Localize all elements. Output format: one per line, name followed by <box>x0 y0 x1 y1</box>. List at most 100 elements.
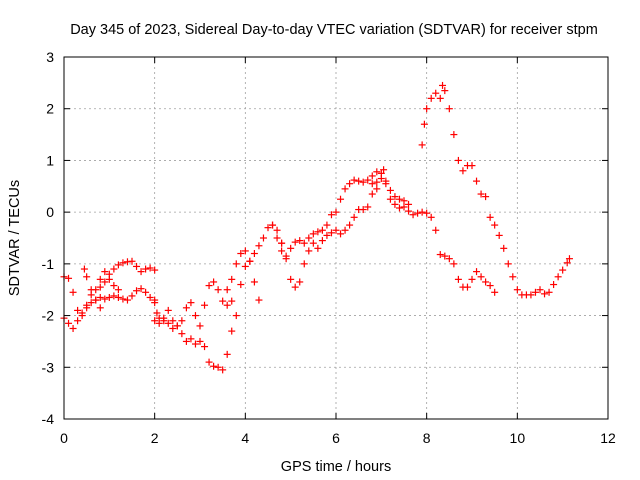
data-point <box>219 366 227 374</box>
data-point <box>269 221 277 229</box>
data-point <box>473 268 481 276</box>
data-point <box>409 211 417 219</box>
data-point <box>164 306 172 314</box>
data-point <box>386 186 394 194</box>
data-point <box>96 293 104 301</box>
data-point <box>151 317 159 325</box>
data-point <box>287 244 295 252</box>
data-point <box>296 278 304 286</box>
data-point <box>418 141 426 149</box>
data-point <box>337 195 345 203</box>
y-tick-label: -4 <box>42 411 55 427</box>
data-point <box>232 260 240 268</box>
data-point <box>323 221 331 229</box>
x-tick-label: 6 <box>332 430 340 446</box>
data-point <box>477 273 485 281</box>
data-point <box>87 299 95 307</box>
data-point <box>327 229 335 237</box>
y-tick-labels: 3 2 1 0 -1 -2 -3 -4 <box>42 49 55 427</box>
data-point <box>69 288 77 296</box>
data-point <box>83 273 91 281</box>
data-point <box>391 193 399 201</box>
data-point <box>341 185 349 193</box>
data-point <box>427 213 435 221</box>
data-point <box>513 286 521 294</box>
data-point <box>78 309 86 317</box>
data-point <box>114 286 122 294</box>
data-point <box>196 322 204 330</box>
data-point <box>205 282 213 290</box>
data-point <box>445 255 453 263</box>
data-point <box>160 317 168 325</box>
data-point <box>273 234 281 242</box>
data-point <box>364 176 372 184</box>
data-point <box>142 265 150 273</box>
data-point <box>69 325 77 332</box>
data-point <box>400 203 408 211</box>
data-point <box>196 337 204 345</box>
data-point <box>305 234 313 242</box>
data-point <box>205 358 213 366</box>
data-point <box>259 234 267 242</box>
data-point <box>241 247 249 255</box>
data-point <box>432 226 440 234</box>
data-point <box>423 209 431 217</box>
data-point <box>300 239 308 247</box>
data-point <box>105 293 113 301</box>
data-point <box>554 273 562 281</box>
data-point <box>278 247 286 255</box>
data-point <box>482 278 490 286</box>
data-point <box>323 231 331 239</box>
data-point <box>405 207 413 215</box>
data-point <box>296 237 304 245</box>
x-tick-label: 12 <box>600 430 616 446</box>
data-point <box>133 287 141 295</box>
data-point <box>255 242 263 250</box>
data-point <box>178 330 186 338</box>
data-point <box>228 297 236 305</box>
data-point <box>536 286 544 294</box>
data-point <box>504 260 512 268</box>
data-point <box>550 281 558 289</box>
data-point <box>114 293 122 301</box>
data-point <box>173 322 181 330</box>
data-point <box>250 278 258 286</box>
data-point <box>491 221 499 229</box>
data-point <box>364 203 372 211</box>
y-tick-label: -3 <box>42 359 55 375</box>
data-point <box>128 257 136 265</box>
data-point <box>341 226 349 234</box>
data-point <box>65 319 73 327</box>
data-point <box>105 275 113 283</box>
x-tick-label: 0 <box>60 430 68 446</box>
data-point <box>133 262 141 270</box>
data-point <box>318 237 326 245</box>
data-point <box>441 252 449 260</box>
data-point <box>454 156 462 164</box>
data-point <box>164 319 172 327</box>
data-point <box>500 244 508 252</box>
data-point <box>545 288 553 296</box>
y-tick-label: -2 <box>42 308 55 324</box>
data-point <box>187 299 195 307</box>
data-point <box>255 296 263 304</box>
data-point <box>414 209 422 217</box>
data-point <box>246 257 254 265</box>
data-point <box>380 166 388 174</box>
x-tick-label: 8 <box>423 430 431 446</box>
x-tick-label: 4 <box>241 430 249 446</box>
data-point <box>486 213 494 221</box>
data-point <box>210 278 218 286</box>
data-point <box>96 275 104 283</box>
data-point <box>565 255 573 263</box>
data-point <box>74 306 82 314</box>
data-point <box>559 266 567 274</box>
data-point <box>137 268 145 276</box>
data-point <box>101 268 109 276</box>
data-point <box>350 176 358 184</box>
data-point <box>355 177 363 185</box>
data-point <box>110 292 118 300</box>
data-point <box>74 317 82 325</box>
data-point <box>223 286 231 294</box>
x-tick-label: 2 <box>151 430 159 446</box>
